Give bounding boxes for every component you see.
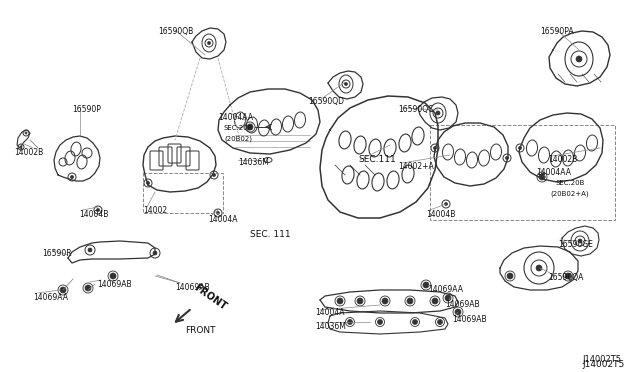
Text: FRONT: FRONT (192, 282, 228, 312)
Circle shape (438, 320, 442, 324)
Circle shape (247, 124, 253, 130)
Text: SEC.20B: SEC.20B (556, 180, 586, 186)
Text: 14002B: 14002B (548, 155, 577, 164)
Text: 14004A: 14004A (208, 215, 237, 224)
Text: J14002T5: J14002T5 (582, 355, 621, 364)
Circle shape (216, 212, 220, 215)
Circle shape (518, 147, 522, 150)
Circle shape (85, 285, 91, 291)
Circle shape (455, 309, 461, 315)
Circle shape (433, 147, 436, 150)
Text: (20B02): (20B02) (224, 135, 252, 141)
Text: 14069AA: 14069AA (33, 293, 68, 302)
Circle shape (20, 146, 22, 148)
Text: (20B02+A): (20B02+A) (550, 190, 589, 196)
Circle shape (147, 182, 150, 185)
Text: 16590QC: 16590QC (398, 105, 433, 114)
Text: 16590QD: 16590QD (308, 97, 344, 106)
Circle shape (578, 239, 582, 243)
Circle shape (357, 298, 363, 304)
Circle shape (565, 273, 571, 279)
Text: 14069AA: 14069AA (428, 285, 463, 294)
Text: 14069AB: 14069AB (175, 283, 210, 292)
Text: 14069AB: 14069AB (452, 315, 486, 324)
Text: 14002+A: 14002+A (398, 162, 434, 171)
Text: 14069AB: 14069AB (97, 280, 132, 289)
Circle shape (436, 111, 440, 115)
Circle shape (536, 265, 542, 271)
Text: 14002B: 14002B (14, 148, 44, 157)
Circle shape (506, 157, 509, 160)
Circle shape (97, 208, 99, 212)
Text: 14036M: 14036M (315, 322, 346, 331)
Text: 14004A: 14004A (315, 308, 344, 317)
Circle shape (344, 83, 348, 86)
Circle shape (576, 56, 582, 62)
Circle shape (337, 298, 343, 304)
Text: 16590P: 16590P (72, 105, 101, 114)
Text: 14004AA: 14004AA (536, 168, 571, 177)
Circle shape (413, 320, 417, 324)
Circle shape (445, 202, 447, 205)
Bar (143, 173, 223, 213)
Text: 14004B: 14004B (79, 210, 108, 219)
Text: 14036M: 14036M (238, 158, 269, 167)
Text: SEC.111: SEC.111 (358, 155, 396, 164)
Text: 14004B: 14004B (426, 210, 456, 219)
Text: 16590QA: 16590QA (548, 273, 584, 282)
Circle shape (88, 248, 92, 252)
Text: 14069AB: 14069AB (445, 300, 479, 309)
Bar (430, 125, 615, 220)
Circle shape (507, 273, 513, 279)
Circle shape (348, 320, 353, 324)
Text: 16590GE: 16590GE (558, 240, 593, 249)
Circle shape (378, 320, 383, 324)
Text: SEC. 111: SEC. 111 (250, 230, 291, 239)
Text: 16590PA: 16590PA (540, 27, 573, 36)
Circle shape (382, 298, 388, 304)
Text: J14002T5: J14002T5 (582, 360, 624, 369)
Circle shape (60, 287, 66, 293)
Text: SEC.20B: SEC.20B (224, 125, 253, 131)
Text: 14004AA: 14004AA (218, 113, 253, 122)
Circle shape (445, 295, 451, 301)
Circle shape (423, 282, 429, 288)
Circle shape (110, 273, 116, 279)
Circle shape (432, 298, 438, 304)
Circle shape (539, 174, 545, 180)
Text: 14002: 14002 (143, 206, 167, 215)
Circle shape (212, 173, 216, 176)
Circle shape (207, 42, 211, 45)
Text: FRONT: FRONT (185, 326, 216, 335)
Circle shape (407, 298, 413, 304)
Circle shape (25, 132, 27, 134)
Circle shape (153, 251, 157, 255)
Circle shape (70, 176, 74, 179)
Text: 16590R: 16590R (42, 249, 72, 258)
Text: 16590QB: 16590QB (158, 27, 193, 36)
